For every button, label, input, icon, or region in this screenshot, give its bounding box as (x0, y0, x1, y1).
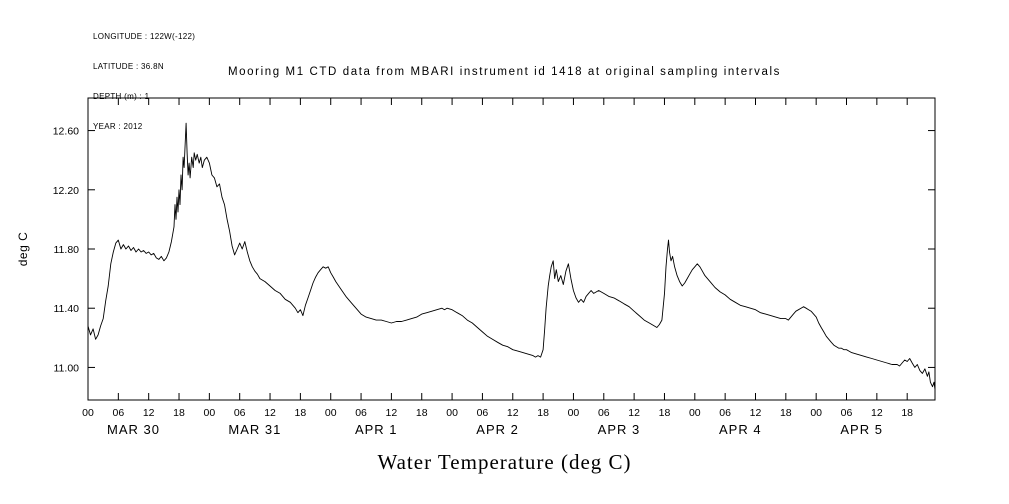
hour-tick-label: 12 (386, 407, 398, 419)
longitude-label: LONGITUDE : 122W(-122) (93, 32, 196, 41)
hour-tick-label: 06 (355, 407, 367, 419)
day-label: APR 1 (355, 422, 398, 437)
hour-tick-label: 06 (841, 407, 853, 419)
y-tick-label: 11.00 (54, 362, 80, 374)
hour-tick-label: 12 (871, 407, 883, 419)
hour-tick-label: 00 (568, 407, 580, 419)
hour-tick-label: 06 (719, 407, 731, 419)
day-label: MAR 31 (228, 422, 281, 437)
hour-tick-label: 00 (82, 407, 94, 419)
chart-title: Mooring M1 CTD data from MBARI instrumen… (227, 66, 782, 78)
hour-tick-label: 12 (507, 407, 519, 419)
hour-tick-label: 18 (416, 407, 428, 419)
hour-tick-label: 18 (659, 407, 671, 419)
hour-tick-label: 06 (234, 407, 246, 419)
hour-tick-label: 18 (780, 407, 792, 419)
hour-tick-label: 18 (901, 407, 913, 419)
day-label: APR 3 (598, 422, 641, 437)
year-label: YEAR : 2012 (93, 122, 143, 131)
y-tick-label: 12.20 (53, 185, 79, 197)
hour-tick-label: 12 (628, 407, 640, 419)
hour-tick-label: 00 (446, 407, 458, 419)
day-label: APR 5 (840, 422, 883, 437)
hour-tick-label: 12 (750, 407, 762, 419)
day-label: APR 2 (476, 422, 519, 437)
hour-tick-label: 12 (264, 407, 276, 419)
y-tick-label: 12.60 (53, 126, 79, 138)
water-temperature-series (87, 122, 936, 390)
hour-tick-label: 18 (295, 407, 307, 419)
hour-tick-label: 00 (204, 407, 216, 419)
axes: 11.00 11.40 11.80 12.20 12.60 00 06 12 18 00 06 12 1… (53, 97, 936, 437)
hour-tick-label: 00 (810, 407, 822, 419)
y-tick-label: 11.80 (54, 244, 80, 256)
y-axis-label: deg C (16, 232, 30, 267)
plot-frame (87, 97, 936, 401)
hour-tick-label: 12 (143, 407, 155, 419)
hour-tick-label: 18 (173, 407, 185, 419)
hour-tick-label: 18 (537, 407, 549, 419)
hour-tick-label: 00 (325, 407, 337, 419)
y-tick-label: 11.40 (54, 303, 80, 315)
station-metadata: LONGITUDE : 122W(-122) LATITUDE : 36.8N … (93, 12, 195, 152)
depth-label: DEPTH (m) : 1 (93, 92, 150, 101)
latitude-label: LATITUDE : 36.8N (93, 62, 164, 71)
x-axis-title: Water Temperature (deg C) (377, 450, 632, 474)
day-label: MAR 30 (107, 422, 160, 437)
hour-tick-label: 00 (689, 407, 701, 419)
hour-tick-label: 06 (112, 407, 124, 419)
temperature-series-group (87, 122, 936, 390)
hour-tick-label: 06 (477, 407, 489, 419)
day-label: APR 4 (719, 422, 762, 437)
hour-tick-label: 06 (598, 407, 610, 419)
